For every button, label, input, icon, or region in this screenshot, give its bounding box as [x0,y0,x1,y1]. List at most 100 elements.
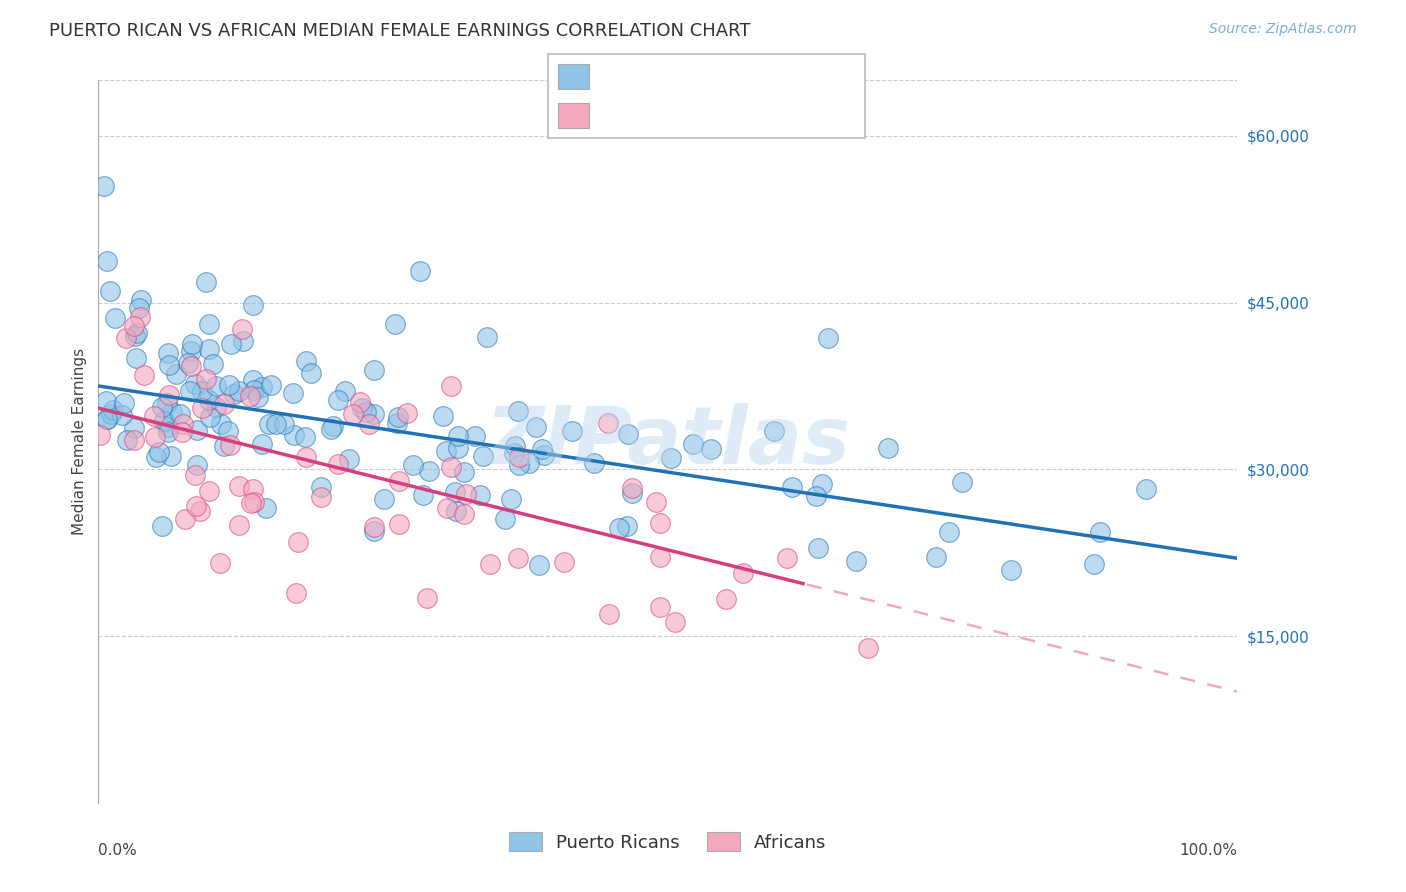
Point [763,425,786,439]
Text: 100.0%: 100.0% [1180,843,1237,857]
Point [363,363,385,377]
Point [527,558,550,573]
Point [388,474,411,488]
Point [659,450,682,465]
Point [775,551,797,566]
Point [477,329,499,343]
Point [503,439,526,453]
Point [129,293,152,307]
Point [125,326,148,340]
Point [157,388,180,402]
Text: N = 137: N = 137 [763,68,844,86]
Point [287,534,309,549]
Point [373,492,395,507]
Point [337,451,360,466]
Point [160,405,183,419]
Point [446,441,468,455]
Point [273,417,295,431]
Point [201,357,224,371]
Point [283,427,305,442]
Point [856,640,879,655]
Point [112,395,135,409]
Point [266,417,288,431]
Point [617,427,640,442]
Point [295,354,318,368]
Point [780,480,803,494]
Point [349,395,371,409]
Point [1088,524,1111,539]
Point [384,318,406,332]
Point [143,430,166,444]
Point [198,392,221,407]
Point [191,384,214,398]
Point [228,479,250,493]
Point [434,444,457,458]
Point [517,456,540,470]
Point [224,387,246,401]
Point [184,468,207,483]
Point [219,337,242,351]
Point [506,404,529,418]
Point [412,487,434,501]
Point [145,450,167,464]
Point [214,439,236,453]
Point [388,517,411,532]
Point [845,554,868,568]
Point [645,494,668,508]
Point [817,331,839,345]
Point [530,442,553,456]
FancyBboxPatch shape [548,54,865,138]
Point [508,450,530,465]
Point [328,457,350,471]
Text: Source: ZipAtlas.com: Source: ZipAtlas.com [1209,22,1357,37]
Point [503,446,526,460]
Point [447,429,470,443]
Point [93,179,115,194]
Point [596,417,619,431]
Point [259,417,281,431]
Point [150,519,173,533]
Point [326,392,349,407]
Point [197,317,219,331]
Point [501,491,523,506]
Point [322,419,344,434]
Point [311,480,333,494]
Point [811,476,834,491]
Point [96,254,118,268]
Point [208,557,231,571]
Point [804,489,827,503]
Legend: Puerto Ricans, Africans: Puerto Ricans, Africans [502,825,834,859]
Point [183,377,205,392]
Point [209,417,232,432]
Point [205,400,228,414]
FancyBboxPatch shape [558,63,589,89]
Point [177,356,200,370]
Point [342,407,364,421]
Point [620,482,643,496]
Point [506,551,529,566]
Point [443,485,465,500]
Point [172,417,194,431]
Point [716,592,738,607]
Point [156,396,179,410]
Point [609,521,631,535]
Point [98,284,121,298]
Point [650,600,672,615]
Point [129,310,152,325]
Point [616,519,638,533]
Point [254,501,277,516]
Point [682,437,704,451]
Point [363,520,385,534]
Point [186,423,208,437]
Point [444,504,467,518]
Point [195,275,218,289]
Point [114,331,136,345]
Point [363,407,385,421]
Point [333,384,356,398]
Point [243,495,266,509]
Point [204,378,226,392]
Point [165,367,187,381]
Point [159,449,181,463]
Point [228,384,250,399]
Point [440,460,463,475]
